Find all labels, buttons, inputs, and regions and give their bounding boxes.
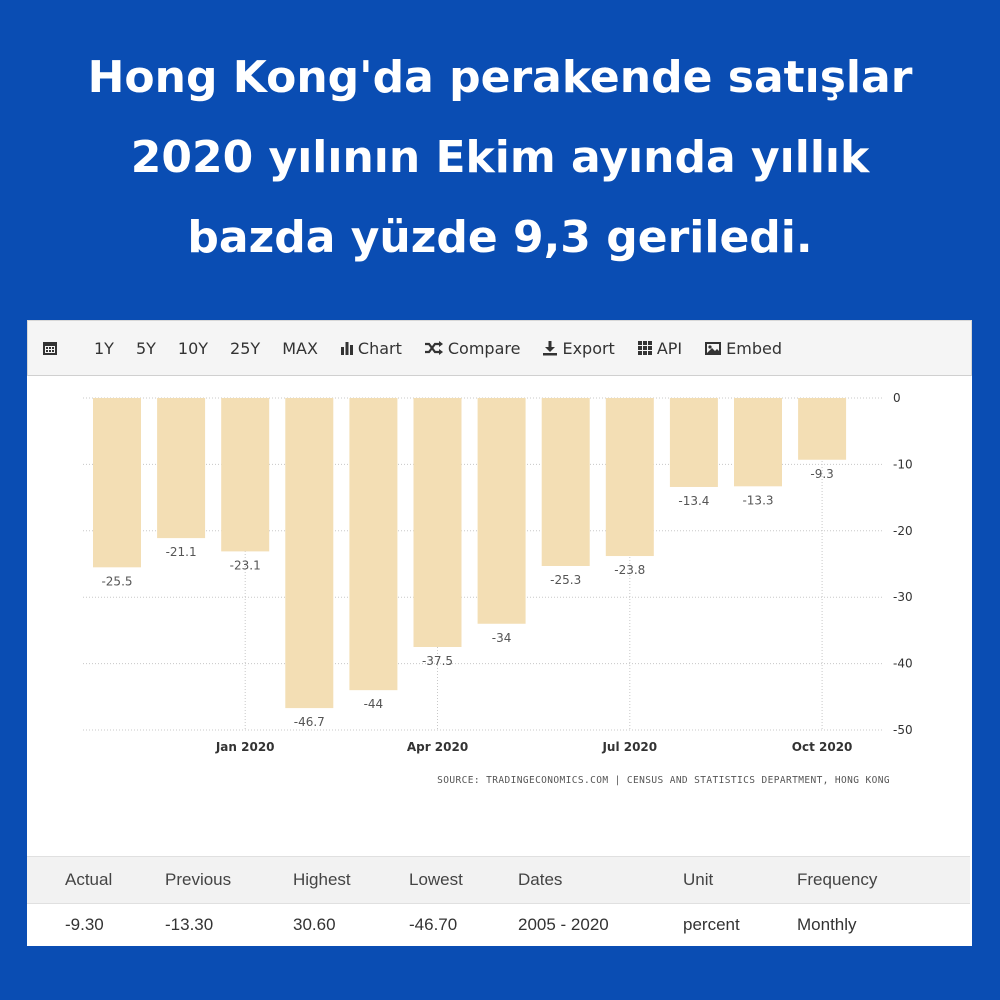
stats-header-cell: Frequency <box>797 870 878 889</box>
x-tick-label: Jan 2020 <box>215 740 275 754</box>
compare-button-label: Compare <box>447 338 521 358</box>
bar-value-label: -21.1 <box>166 545 197 559</box>
range-max-button[interactable]: MAX <box>282 338 318 358</box>
calendar-button[interactable] <box>42 340 62 356</box>
bar-value-label: -23.8 <box>614 563 645 577</box>
bar-value-label: -23.1 <box>230 558 261 572</box>
y-tick-label: -10 <box>893 457 913 471</box>
bar-value-label: -25.5 <box>101 574 132 588</box>
bar <box>413 398 462 647</box>
range-10y-button[interactable]: 10Y <box>177 338 209 358</box>
chart-button[interactable]: Chart <box>340 339 402 358</box>
bar-value-label: -44 <box>364 697 384 711</box>
bar <box>221 398 270 552</box>
headline-line-1: Hong Kong'da perakende satışlar <box>87 52 913 103</box>
bar <box>605 398 654 557</box>
embed-button-label: Embed <box>726 338 782 358</box>
range-1y-button[interactable]: 1Y <box>94 338 114 358</box>
y-tick-label: -30 <box>893 590 913 604</box>
calendar-icon <box>42 340 58 356</box>
stats-header-cell: Unit <box>683 870 714 889</box>
x-tick-label: Apr 2020 <box>407 740 468 754</box>
headline-line-3: bazda yüzde 9,3 geriledi. <box>187 212 813 263</box>
grid-icon <box>637 340 653 356</box>
shuffle-icon <box>424 341 444 355</box>
stats-header-cell: Previous <box>165 870 232 889</box>
bar-value-label: -34 <box>492 631 512 645</box>
stats-header-cell: Highest <box>293 870 351 889</box>
y-tick-label: -40 <box>893 657 913 671</box>
bar <box>157 398 206 539</box>
chart-card: 1Y 5Y 10Y 25Y MAX Chart Compare Export <box>27 320 972 946</box>
bar <box>669 398 718 487</box>
headline: Hong Kong'da perakende satışlar 2020 yıl… <box>0 38 1000 278</box>
bar-value-label: -46.7 <box>294 715 325 729</box>
chart-button-label: Chart <box>357 338 402 358</box>
bar-value-label: -9.3 <box>810 467 833 481</box>
bar <box>285 398 334 709</box>
stats-value-cell: Monthly <box>797 915 857 934</box>
api-button[interactable]: API <box>637 339 682 358</box>
stats-value-cell: -9.30 <box>65 915 104 934</box>
stats-value-cell: percent <box>683 915 740 934</box>
bar <box>798 398 847 460</box>
range-25y-button[interactable]: 25Y <box>230 338 261 358</box>
bar-chart: 0 -10 -20 -30 -40 -50 Jan 2020 Apr 2020 Jul 2020… <box>83 391 913 754</box>
source-note: SOURCE: TRADINGECONOMICS.COM | CENSUS AN… <box>437 775 890 786</box>
export-button-label: Export <box>562 338 615 358</box>
bar <box>541 398 590 566</box>
download-icon <box>542 340 558 356</box>
export-button[interactable]: Export <box>542 338 615 358</box>
bar-chart-icon <box>340 341 354 355</box>
bar-value-label: -37.5 <box>422 654 453 668</box>
bar <box>93 398 141 568</box>
y-tick-label: 0 <box>893 391 901 405</box>
bar <box>734 398 782 487</box>
chart-toolbar: 1Y 5Y 10Y 25Y MAX Chart Compare Export <box>27 320 972 376</box>
image-icon <box>704 341 722 356</box>
bar <box>349 398 398 691</box>
y-tick-label: -50 <box>893 723 913 737</box>
x-tick-label: Oct 2020 <box>792 740 853 754</box>
range-5y-button[interactable]: 5Y <box>135 338 156 358</box>
embed-button[interactable]: Embed <box>704 339 782 358</box>
stats-header-cell: Dates <box>518 870 563 889</box>
headline-line-2: 2020 yılının Ekim ayında yıllık <box>130 132 870 183</box>
stats-header-cell: Actual <box>65 870 113 889</box>
bar-value-label: -13.4 <box>678 494 709 508</box>
bar <box>477 398 526 624</box>
stats-value-cell: -13.30 <box>165 915 214 934</box>
stats-header-cell: Lowest <box>409 870 463 889</box>
stats-value-cell: 2005 - 2020 <box>518 915 609 934</box>
stats-value-cell: -46.70 <box>409 915 458 934</box>
bar-value-label: -13.3 <box>742 493 773 507</box>
y-tick-label: -20 <box>893 524 913 538</box>
compare-button[interactable]: Compare <box>424 338 521 358</box>
x-tick-label: Jul 2020 <box>601 740 657 754</box>
stats-value-row: -9.30 -13.30 30.60 -46.70 2005 - 2020 percent… <box>27 904 970 946</box>
stats-value-cell: 30.60 <box>293 915 336 934</box>
stats-header-row: Actual Previous Highest Lowest Dates Unit Freq… <box>27 856 970 904</box>
api-button-label: API <box>656 338 683 358</box>
bar-value-label: -25.3 <box>550 573 581 587</box>
